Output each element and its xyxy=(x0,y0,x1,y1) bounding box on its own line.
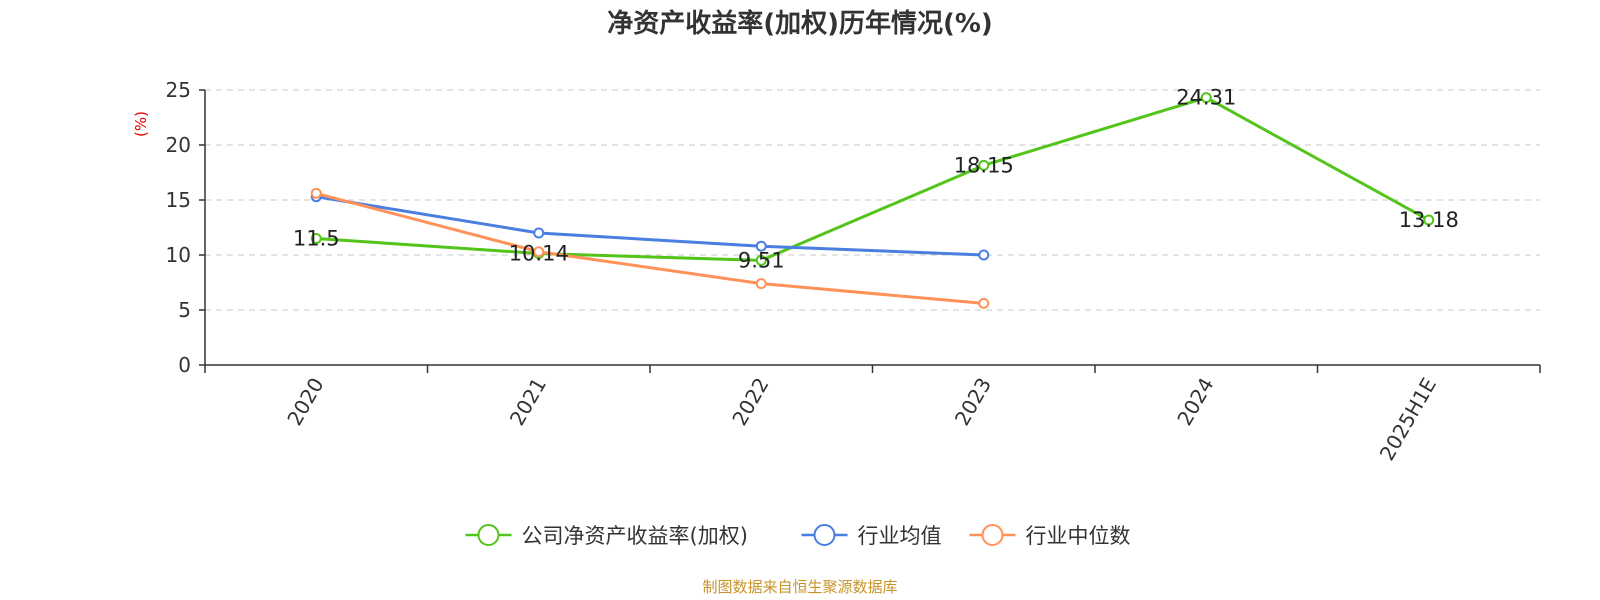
data-label: 13.18 xyxy=(1399,208,1459,232)
data-point[interactable] xyxy=(310,187,322,199)
data-label: 18.15 xyxy=(954,153,1014,177)
legend-label: 行业中位数 xyxy=(1026,524,1131,548)
y-tick-label: 20 xyxy=(166,133,191,157)
grid xyxy=(205,89,1540,311)
data-point[interactable] xyxy=(755,278,767,290)
data-point[interactable] xyxy=(310,233,322,244)
x-tick-label: 2023 xyxy=(950,374,996,430)
data-point[interactable] xyxy=(1200,92,1212,104)
legend-item[interactable]: 公司净资产收益率(加权) xyxy=(465,524,748,548)
legend-item[interactable]: 行业中位数 xyxy=(969,524,1131,548)
data-label: 11.5 xyxy=(293,227,340,251)
legend[interactable]: 公司净资产收益率(加权) 行业均值 行业中位数 xyxy=(465,524,1131,548)
legend-label: 行业均值 xyxy=(858,524,942,548)
y-tick-label: 10 xyxy=(166,243,191,267)
data-label: 24.31 xyxy=(1176,86,1236,110)
x-tick-label: 2024 xyxy=(1172,374,1218,430)
legend-marker xyxy=(981,524,1004,546)
data-point[interactable] xyxy=(1423,214,1435,226)
series-line xyxy=(316,195,984,257)
series-line xyxy=(316,96,1430,262)
data-point[interactable] xyxy=(978,159,990,171)
legend-label: 公司净资产收益率(加权) xyxy=(522,524,748,548)
x-tick-label: 2021 xyxy=(505,374,551,430)
data-point[interactable] xyxy=(978,249,990,261)
data-point[interactable] xyxy=(533,227,545,239)
data-point[interactable] xyxy=(755,254,767,266)
source-note: 制图数据来自恒生聚源数据库 xyxy=(702,578,897,596)
data-label: 10.14 xyxy=(509,241,569,265)
y-tick-label: 25 xyxy=(166,78,191,102)
data-labels: 11.5 10.14 9.51 18.15 24.31 13.18 xyxy=(293,86,1459,273)
data-point[interactable] xyxy=(755,240,767,252)
legend-marker xyxy=(813,524,836,546)
data-point[interactable] xyxy=(533,246,545,258)
y-axis-label: (%) xyxy=(132,111,150,137)
x-tick-label: 2020 xyxy=(282,374,328,430)
series xyxy=(310,92,1435,309)
data-label: 9.51 xyxy=(738,248,785,272)
series-line xyxy=(315,191,984,305)
legend-item[interactable]: 行业均值 xyxy=(801,524,942,548)
y-tick-label: 0 xyxy=(178,353,191,377)
legend-marker xyxy=(477,524,500,546)
chart-title: 净资产收益率(加权)历年情况(%) xyxy=(607,8,993,39)
y-tick-label: 5 xyxy=(178,298,191,322)
x-tick-label: 2022 xyxy=(727,374,773,430)
x-tick-label: 2025H1E xyxy=(1375,374,1441,465)
axes: 0 5 10 15 20 25 2020 2021 2022 2023 2024 2025H1E xyxy=(166,78,1541,465)
y-tick-label: 15 xyxy=(166,188,191,212)
data-point[interactable] xyxy=(978,297,990,309)
